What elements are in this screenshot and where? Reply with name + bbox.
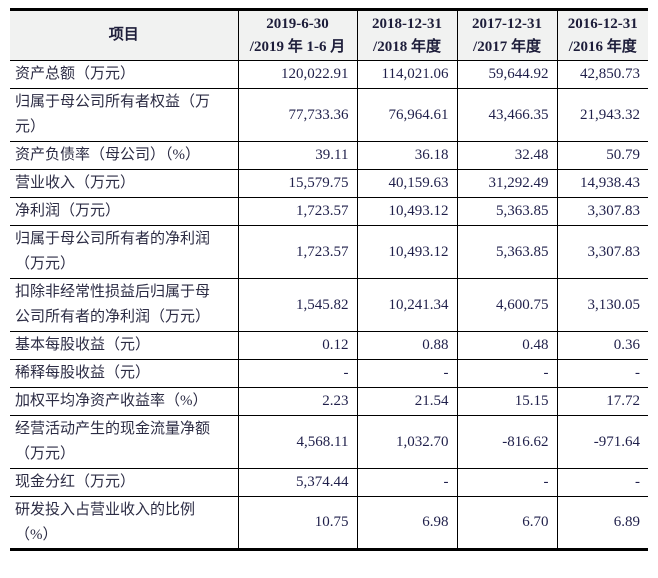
value-cell: - (556, 359, 648, 388)
row-label: 扣除非经常性损益后归属于母 公司所有者的净利润（万元） (10, 278, 238, 332)
table-row: 基本每股收益（元） 0.12 0.88 0.48 0.36 (10, 331, 648, 360)
table-row: 加权平均净资产收益率（%） 2.23 21.54 15.15 17.72 (10, 387, 648, 416)
header-period: /2016 年度 (568, 38, 637, 55)
value-cell: 1,723.57 (237, 197, 357, 226)
value-cell: 10,493.12 (356, 225, 457, 279)
value-cell: -816.62 (456, 415, 557, 469)
value-cell: 6.98 (356, 496, 457, 550)
row-label: 加权平均净资产收益率（%） (10, 387, 238, 416)
financial-summary-table-container: 项目 2019-6-30/2019 年 1-6 月 2018-12-31/2018… (10, 8, 648, 551)
table-header: 项目 2019-6-30/2019 年 1-6 月 2018-12-31/2018… (10, 9, 648, 61)
table-body: 资产总额（万元） 120,022.91 114,021.06 59,644.92 42,… (10, 60, 648, 550)
value-cell: 4,568.11 (237, 415, 357, 469)
value-cell: 50.79 (556, 141, 648, 170)
value-cell: -971.64 (556, 415, 648, 469)
value-cell: 40,159.63 (356, 169, 457, 198)
value-cell: 10,241.34 (356, 278, 457, 332)
table-row: 营业收入（万元） 15,579.75 40,159.63 31,292.49 14,93… (10, 169, 648, 198)
header-row: 项目 2019-6-30/2019 年 1-6 月 2018-12-31/2018… (10, 9, 648, 61)
value-cell: 31,292.49 (456, 169, 557, 198)
value-cell: 77,733.36 (237, 88, 357, 142)
table-row: 稀释每股收益（元） - - - - (10, 359, 648, 388)
value-cell: 76,964.61 (356, 88, 457, 142)
value-cell: 5,363.85 (456, 197, 557, 226)
row-label: 营业收入（万元） (10, 169, 238, 198)
value-cell: 1,545.82 (237, 278, 357, 332)
header-period: /2018 年度 (373, 38, 441, 55)
header-period: /2017 年度 (473, 38, 541, 55)
value-cell: 10,493.12 (356, 197, 457, 226)
table-row: 现金分红（万元） 5,374.44- - - (10, 468, 648, 497)
header-cell-period-3: 2016-12-31/2016 年度 (556, 9, 648, 61)
value-cell: 1,032.70 (356, 415, 457, 469)
value-cell: 114,021.06 (356, 60, 457, 89)
row-label: 稀释每股收益（元） (10, 359, 238, 388)
value-cell: 6.70 (456, 496, 557, 550)
value-cell: 36.18 (356, 141, 457, 170)
value-cell: 3,307.83 (556, 225, 648, 279)
table-row: 研发投入占营业收入的比例 （%） 10.75 6.98 6.70 6.89 (10, 496, 648, 550)
value-cell: 39.11 (237, 141, 357, 170)
value-cell: 43,466.35 (456, 88, 557, 142)
value-cell: - (456, 359, 557, 388)
value-cell: 59,644.92 (456, 60, 557, 89)
value-cell: 21,943.32 (556, 88, 648, 142)
value-cell: 0.48 (456, 331, 557, 360)
value-cell: 32.48 (456, 141, 557, 170)
value-cell: 5,363.85 (456, 225, 557, 279)
header-cell-period-0: 2019-6-30/2019 年 1-6 月 (237, 9, 357, 61)
table-row: 归属于母公司所有者的净利润 （万元） 1,723.57 10,493.12 5,363… (10, 225, 648, 279)
header-cell-period-2: 2017-12-31/2017 年度 (456, 9, 557, 61)
row-label: 资产负债率（母公司）（%） (10, 141, 238, 170)
header-date: 2018-12-31 (372, 15, 442, 32)
value-cell: 21.54 (356, 387, 457, 416)
table-row: 归属于母公司所有者权益（万 元） 77,733.36 76,964.61 43,466… (10, 88, 648, 142)
value-cell: 6.89 (556, 496, 648, 550)
header-date: 2019-6-30 (266, 15, 329, 32)
value-cell: - (556, 468, 648, 497)
header-date: 2016-12-31 (567, 15, 638, 32)
value-cell: - (456, 468, 557, 497)
row-label: 现金分红（万元） (10, 468, 238, 497)
value-cell: 4,600.75 (456, 278, 557, 332)
row-label: 研发投入占营业收入的比例 （%） (10, 496, 238, 550)
value-cell: - (237, 359, 357, 388)
header-period: /2019 年 1-6 月 (249, 38, 346, 55)
table-row: 资产总额（万元） 120,022.91 114,021.06 59,644.92 42,… (10, 60, 648, 89)
row-label: 经营活动产生的现金流量净额 （万元） (10, 415, 238, 469)
value-cell: 17.72 (556, 387, 648, 416)
value-cell: 0.36 (556, 331, 648, 360)
table-row: 扣除非经常性损益后归属于母 公司所有者的净利润（万元） 1,545.82 10,24… (10, 278, 648, 332)
value-cell: 14,938.43 (556, 169, 648, 198)
table-row: 经营活动产生的现金流量净额 （万元） 4,568.11 1,032.70 -816.6… (10, 415, 648, 469)
value-cell: 0.12 (237, 331, 357, 360)
value-cell: 120,022.91 (237, 60, 357, 89)
header-cell-item: 项目 (10, 9, 238, 61)
row-label: 资产总额（万元） (10, 60, 238, 89)
value-cell: 3,307.83 (556, 197, 648, 226)
row-label: 归属于母公司所有者权益（万 元） (10, 88, 238, 142)
value-cell: 42,850.73 (556, 60, 648, 89)
value-cell: - (356, 359, 457, 388)
value-cell: 5,374.44 (237, 468, 357, 497)
value-cell: 15,579.75 (237, 169, 357, 198)
table-row: 资产负债率（母公司）（%） 39.11 36.18 32.48 50.79 (10, 141, 648, 170)
value-cell: - (356, 468, 457, 497)
value-cell: 3,130.05 (556, 278, 648, 332)
value-cell: 1,723.57 (237, 225, 357, 279)
value-cell: 10.75 (237, 496, 357, 550)
value-cell: 2.23 (237, 387, 357, 416)
value-cell: 0.88 (356, 331, 457, 360)
header-date: 2017-12-31 (472, 15, 542, 32)
value-cell: 15.15 (456, 387, 557, 416)
row-label: 基本每股收益（元） (10, 331, 238, 360)
header-cell-period-1: 2018-12-31/2018 年度 (356, 9, 457, 61)
financial-summary-table: 项目 2019-6-30/2019 年 1-6 月 2018-12-31/2018… (10, 8, 648, 551)
row-label: 归属于母公司所有者的净利润 （万元） (10, 225, 238, 279)
table-row: 净利润（万元） 1,723.57 10,493.12 5,363.85 3,307.83 (10, 197, 648, 226)
row-label: 净利润（万元） (10, 197, 238, 226)
